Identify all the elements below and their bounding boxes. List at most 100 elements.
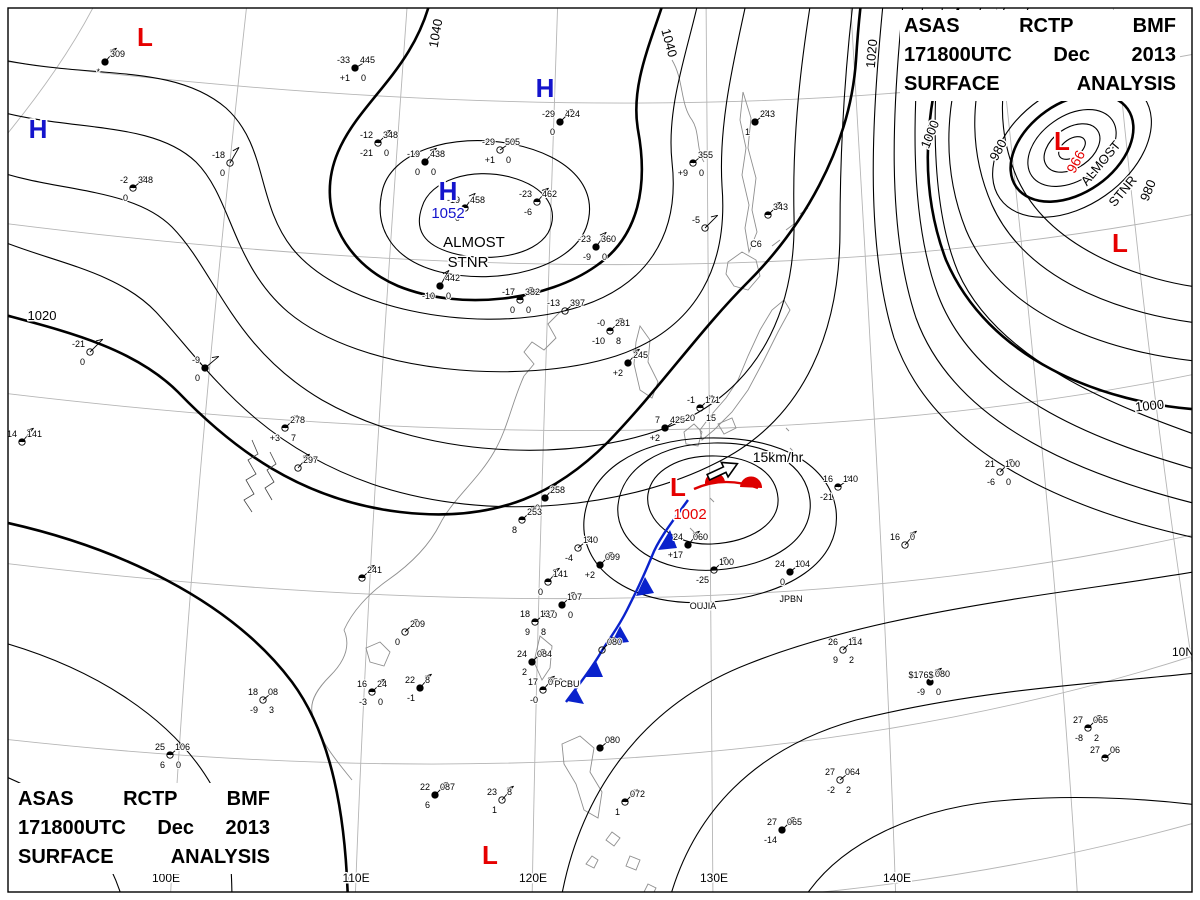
station-value-topright: 355 [698,150,713,160]
station-value-bottomright: 0 [1006,477,1011,487]
station-plot: -9 0 [191,354,220,384]
station-value-bottomleft: 0 [123,193,128,203]
station-plot: 27 06 [1089,744,1121,762]
station-circle-half-fill [539,686,547,690]
longitude-label: 140E [883,871,911,885]
station-plot: 140 -4 [564,534,599,564]
wind-barb-tick [705,394,713,398]
station-plot: -23 462 -6 [518,187,558,218]
station-plot: 18 08 -9 3 [247,686,279,716]
station-value-bottomleft: +1 [485,155,495,165]
cold-front-triangle [567,689,584,704]
isobar-1004-ring [647,455,779,545]
title-line-datetime: 171800UTC Dec 2013 [18,817,270,839]
isobar-1012-ring [583,437,837,604]
station-value-topright: 8 [425,675,430,685]
title-line-datetime: 171800UTC Dec 2013 [904,44,1176,66]
station-circle-half-fill [129,184,137,188]
station-plot: 241 [358,564,383,582]
station-value-topright: 424 [565,109,580,119]
station-circle [786,568,794,576]
station-value-topright: 100 [1005,459,1020,469]
meridian [1112,8,1192,666]
station-value-bottomleft: -4 [565,553,573,563]
annotation-label: 15km/hr [753,449,804,465]
station-value-bottomleft: 6 [160,760,165,770]
station-value-bottomleft: 0 [550,127,555,137]
station-value-topleft: -23 [578,234,591,244]
station-value-bottomleft: -6 [524,207,532,217]
station-value-topleft: -12 [360,130,373,140]
station-value-topright: 253 [527,507,542,517]
station-value-bottomleft: 0 [415,167,420,177]
wind-barb-tick [429,147,437,151]
station-value-bottomleft: 0 [780,577,785,587]
station-plot: -18 0 [211,147,240,179]
coast-luzon [561,735,603,819]
station-plot: 343 [764,201,789,219]
wind-barb-tick [383,129,391,133]
station-circle-half-fill [834,483,842,487]
station-plot: -21 0 [71,338,104,368]
station-value-topright: 072 [630,789,645,799]
station-circle [101,58,109,66]
station-value-bottomleft: 9 [833,655,838,665]
annotation-label: $176$ [908,670,933,680]
station-value-topright: 137 [540,609,555,619]
station-circle [556,118,564,126]
station-value-topright: 309 [110,49,125,59]
station-value-bottomleft: -10 [592,336,605,346]
isobar-972 [1043,123,1101,173]
station-plot: -17 382 0 0 [501,286,541,316]
station-value-topright: 458 [470,195,485,205]
station-value-topleft: -19 [447,195,460,205]
wind-barb-tick [773,201,781,205]
station-value-bottomright: 0 [446,291,451,301]
station-value-bottomleft: -14 [764,835,777,845]
station-circle [592,243,600,251]
station-value-bottomleft: 9 [525,627,530,637]
station-plot: -23 360 -9 0 [577,231,617,263]
station-plot: -5 [691,214,719,232]
station-circle-half-fill [1101,754,1109,758]
wind-barb-tick [848,636,856,640]
station-circle [541,494,549,502]
station-circle [926,678,934,686]
station-plot: -2 348 0 [119,174,154,204]
station-circle-half-fill [18,438,26,442]
annotation-label: ALMOST [443,234,505,251]
coast-amur [671,59,705,163]
wind-barb-tick [1111,745,1119,748]
wind-barb-tick [269,687,277,690]
station-value-topright: 107 [567,592,582,602]
parallel [8,655,1192,765]
station-circle [839,646,847,654]
station-value-bottomleft: * [96,67,100,77]
title-line-type: SURFACE ANALYSIS [904,73,1176,95]
station-value-bottomleft: +3 [270,433,280,443]
pressure-center-H: H [29,114,48,144]
pressure-center-L: L [670,472,686,502]
station-plot: -33 445 +1 0 [336,54,376,84]
station-value-topright: 141 [553,569,568,579]
station-plot: 080 [598,636,623,654]
station-value-bottomright: 0 [506,155,511,165]
wind-barb-tick [424,673,432,677]
wind-barb-tick [699,150,707,153]
isobar-southwest-thick [8,521,349,892]
wind-barb-tick [719,556,727,560]
station-value-bottomleft: 0 [510,305,515,315]
parallel [8,374,1192,431]
station-plot: 258 0 [534,483,566,514]
station-value-bottomright: 3 [269,705,274,715]
station-plot: 080 [596,734,621,752]
station-plot: 22 8 -1 [404,673,432,704]
isobar-1012 [893,8,1192,504]
station-value-topright: 060 [693,532,708,542]
station-circle [836,776,844,784]
isobar-label: 1002 [673,506,706,523]
coastlines [311,59,809,892]
wind-barb-tick [909,530,917,534]
station-value-topleft: 24 [517,649,527,659]
